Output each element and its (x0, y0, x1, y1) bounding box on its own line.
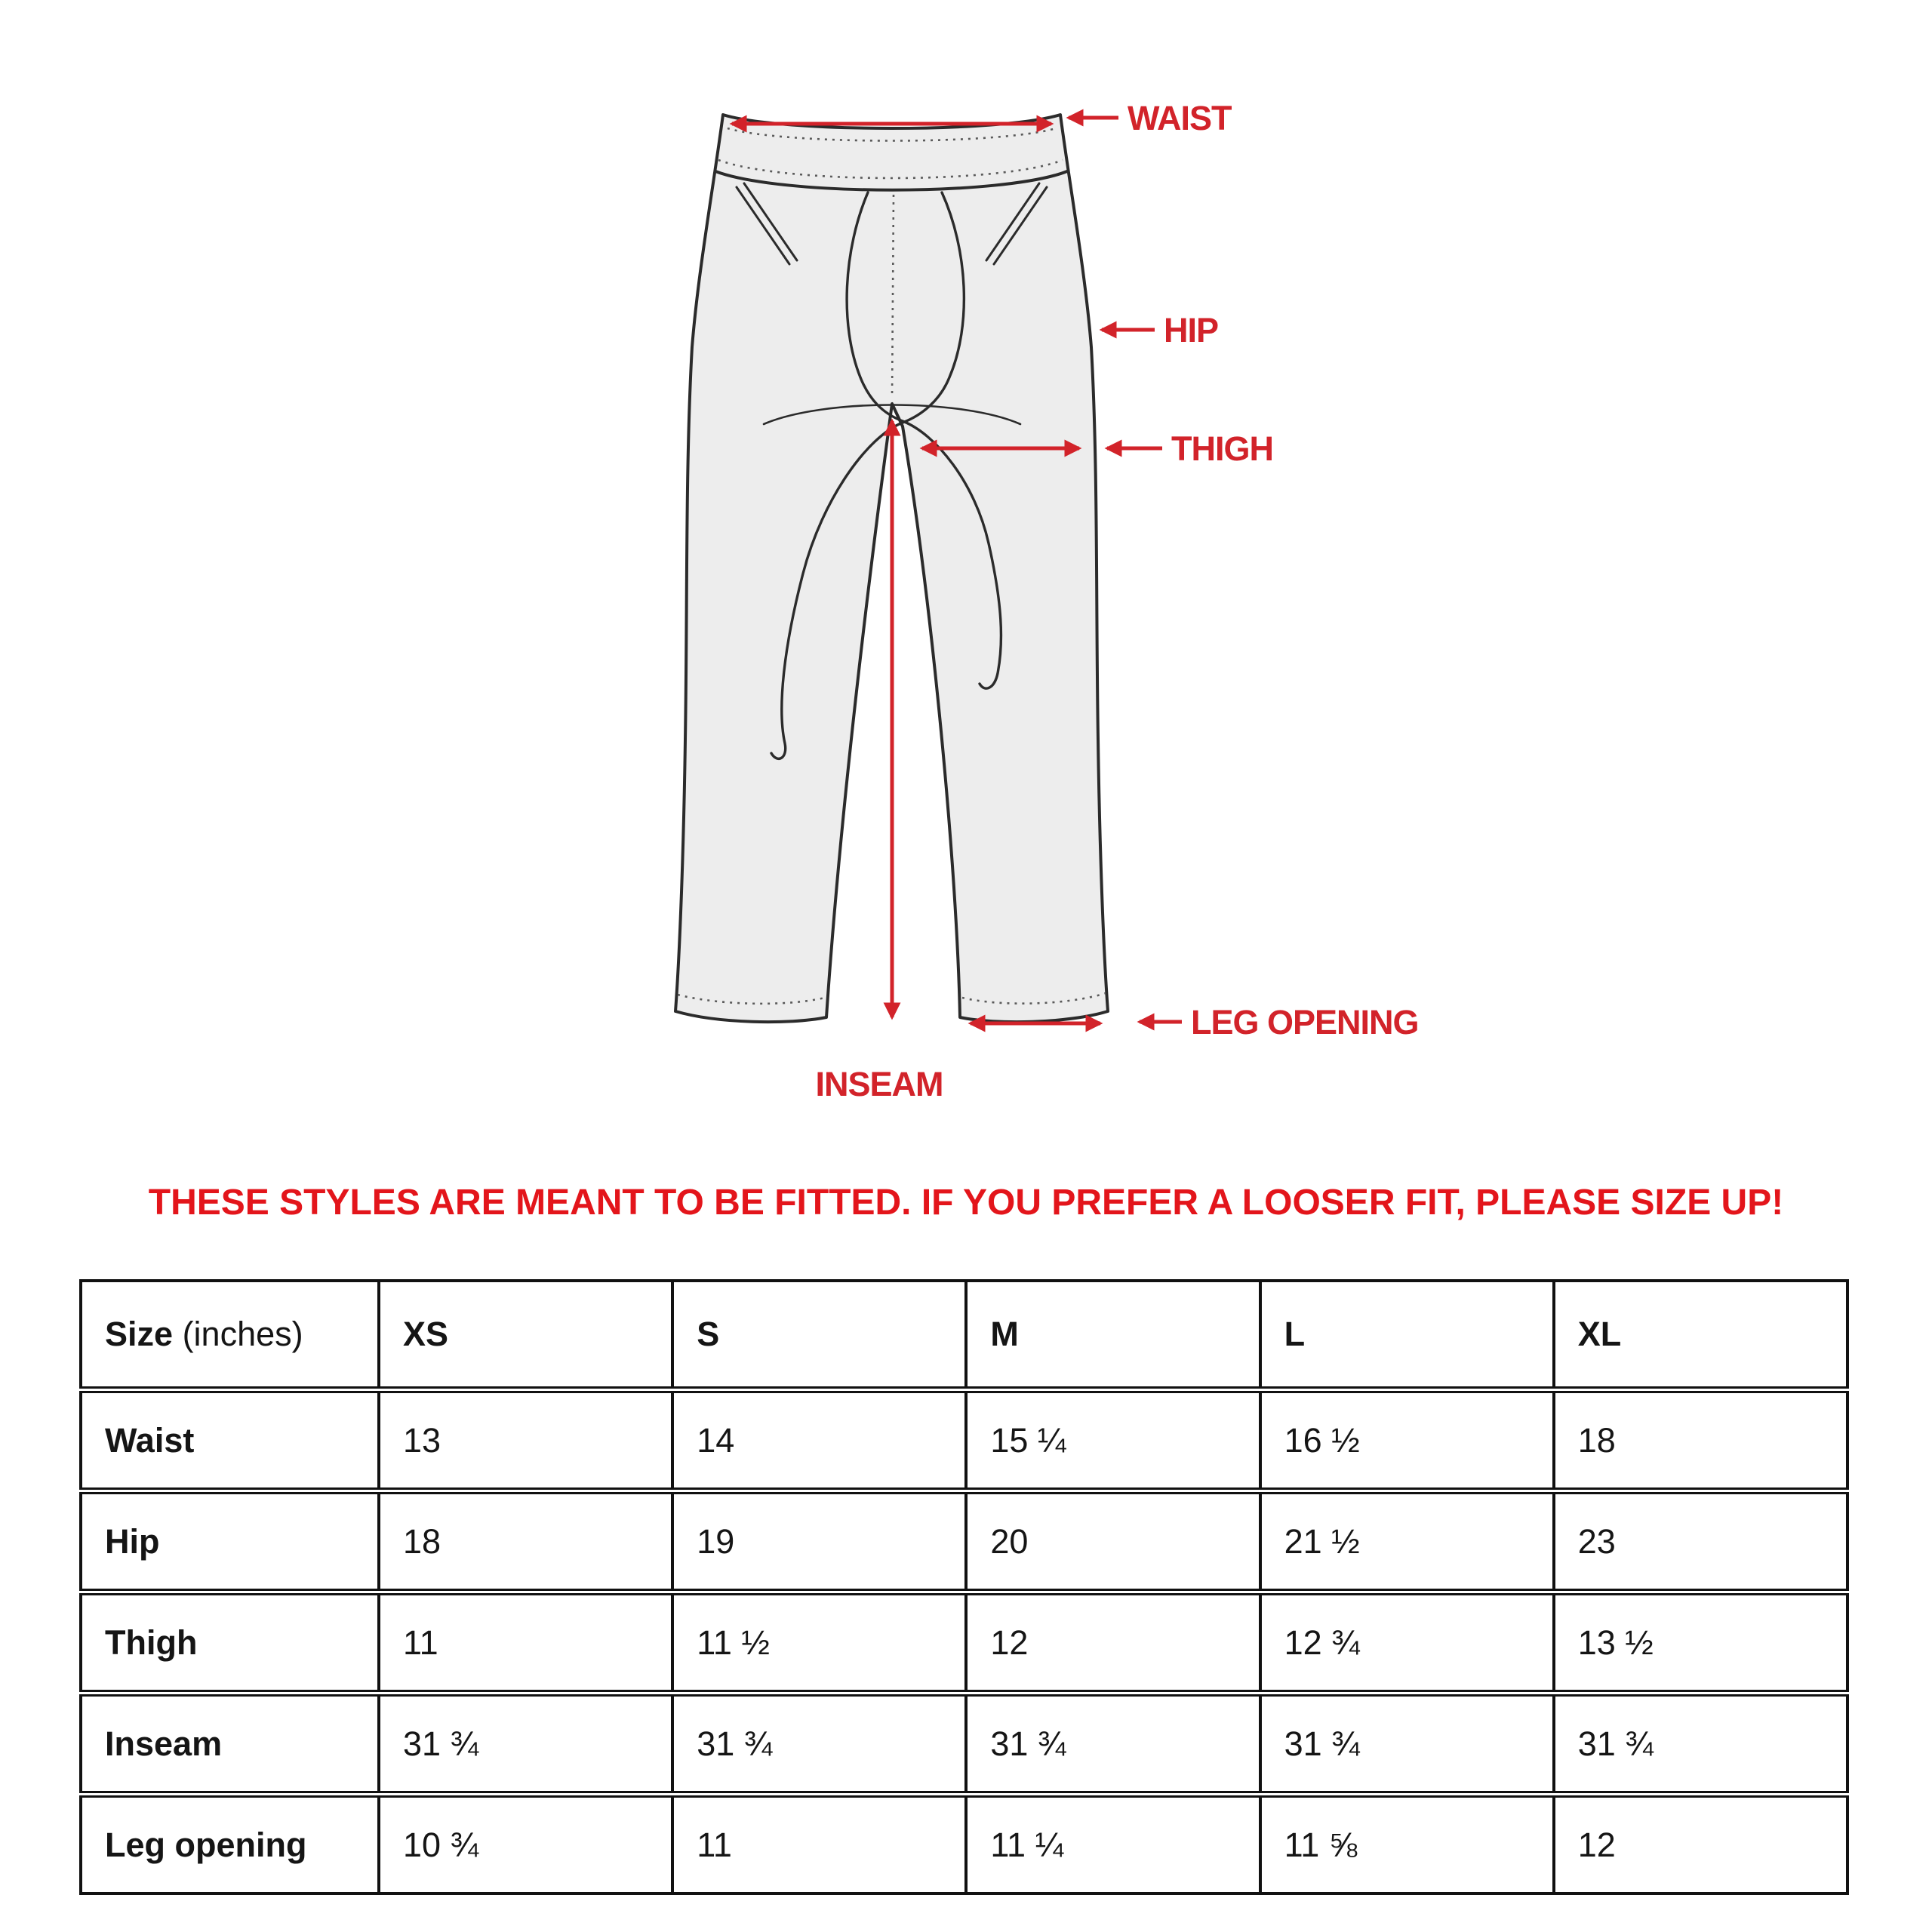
cell-inseam-l: 31 ¾ (1258, 1690, 1555, 1796)
cell-thigh-s: 11 ½ (671, 1589, 968, 1695)
table-row-inseam: Inseam 31 ¾ 31 ¾ 31 ¾ 31 ¾ 31 ¾ (79, 1690, 1850, 1796)
cell-inseam-xs: 31 ¾ (377, 1690, 675, 1796)
waist-top-stitch (727, 127, 1057, 142)
col-header-xl: XL (1552, 1279, 1850, 1392)
table-row-thigh: Thigh 11 11 ½ 12 12 ¾ 13 ½ (79, 1589, 1850, 1695)
cell-waist-xl: 18 (1552, 1386, 1850, 1493)
cell-waist-m: 15 ¼ (964, 1386, 1262, 1493)
cell-hip-s: 19 (671, 1487, 968, 1594)
cell-thigh-l: 12 ¾ (1258, 1589, 1555, 1695)
cell-hip-m: 20 (964, 1487, 1262, 1594)
cell-thigh-xs: 11 (377, 1589, 675, 1695)
row-label-leg-opening: Leg opening (79, 1791, 380, 1895)
row-label-thigh: Thigh (79, 1589, 380, 1695)
size-header-cell: Size (inches) (79, 1279, 380, 1392)
col-header-xs: XS (377, 1279, 675, 1392)
cell-hip-xs: 18 (377, 1487, 675, 1594)
col-header-m: M (964, 1279, 1262, 1392)
measurement-labels: WAIST HIP THIGH LEG OPENING INSEAM (815, 99, 1419, 1103)
waistband-stitch (718, 158, 1063, 180)
size-chart-table: Size (inches) XS S M L XL Waist 13 14 15… (79, 1279, 1850, 1895)
left-pocket-line (735, 182, 798, 266)
size-header-bold: Size (105, 1315, 174, 1353)
col-header-l: L (1258, 1279, 1555, 1392)
col-header-s: S (671, 1279, 968, 1392)
cell-waist-xs: 13 (377, 1386, 675, 1493)
right-hem-stitch (961, 992, 1106, 1005)
hip-label: HIP (1164, 311, 1218, 349)
table-header-row: Size (inches) XS S M L XL (79, 1279, 1850, 1392)
right-pocket-line (985, 182, 1048, 266)
waistband-line (714, 170, 1069, 192)
inseam-label: INSEAM (815, 1065, 943, 1103)
cell-leg-opening-m: 11 ¼ (964, 1791, 1262, 1895)
row-label-waist: Waist (79, 1386, 380, 1493)
pants-diagram: WAIST HIP THIGH LEG OPENING INSEAM (674, 99, 1420, 1103)
cell-leg-opening-s: 11 (671, 1791, 968, 1895)
cell-waist-s: 14 (671, 1386, 968, 1493)
cell-leg-opening-l: 11 ⅝ (1258, 1791, 1555, 1895)
size-header-units: (inches) (182, 1315, 303, 1353)
pants-silhouette (674, 113, 1109, 1024)
drawstring-right (770, 191, 966, 760)
cell-inseam-xl: 31 ¾ (1552, 1690, 1850, 1796)
cell-waist-l: 16 ½ (1258, 1386, 1555, 1493)
cell-leg-opening-xl: 12 (1552, 1791, 1850, 1895)
cell-hip-l: 21 ½ (1258, 1487, 1555, 1594)
table-row-leg-opening: Leg opening 10 ¾ 11 11 ¼ 11 ⅝ 12 (79, 1791, 1850, 1895)
pants-outline (674, 113, 1109, 1024)
leg-opening-label: LEG OPENING (1191, 1003, 1419, 1041)
cell-leg-opening-xs: 10 ¾ (377, 1791, 675, 1895)
table-row-hip: Hip 18 19 20 21 ½ 23 (79, 1487, 1850, 1594)
cell-inseam-m: 31 ¾ (964, 1690, 1262, 1796)
waist-label: WAIST (1128, 99, 1232, 137)
row-label-inseam: Inseam (79, 1690, 380, 1796)
left-hem-stitch (677, 993, 826, 1005)
cell-inseam-s: 31 ¾ (671, 1690, 968, 1796)
thigh-label: THIGH (1171, 429, 1273, 468)
cell-thigh-m: 12 (964, 1589, 1262, 1695)
crotch-seam (762, 404, 1022, 426)
table-row-waist: Waist 13 14 15 ¼ 16 ½ 18 (79, 1386, 1850, 1493)
measurement-arrows (729, 109, 1182, 1032)
stitch-lines (677, 127, 1106, 1005)
cell-hip-xl: 23 (1552, 1487, 1850, 1594)
cell-thigh-xl: 13 ½ (1552, 1589, 1850, 1695)
fit-notice: THESE STYLES ARE MEANT TO BE FITTED. IF … (148, 1183, 1784, 1223)
row-label-hip: Hip (79, 1487, 380, 1594)
